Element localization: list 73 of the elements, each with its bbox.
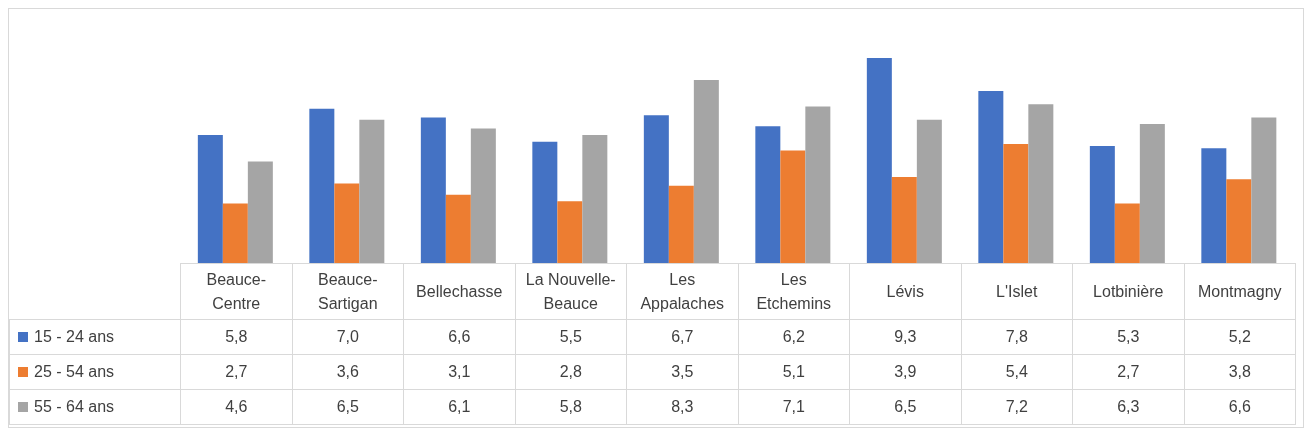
bar — [916, 119, 942, 263]
data-label: 2,7 — [180, 354, 292, 390]
data-label: 6,3 — [1072, 389, 1184, 425]
bar — [582, 135, 608, 263]
data-label: 6,2 — [738, 319, 850, 355]
data-label: 3,5 — [626, 354, 738, 390]
x-tick-label: Lévis — [849, 263, 961, 320]
legend-label: 15 - 24 ans — [34, 328, 115, 345]
bar — [866, 57, 892, 263]
bar — [334, 183, 360, 263]
bar — [643, 115, 669, 263]
bar — [693, 79, 719, 263]
data-label: 6,6 — [403, 319, 515, 355]
data-label: 5,8 — [180, 319, 292, 355]
x-tick-label: Beauce-Centre — [180, 263, 292, 320]
bar — [1251, 117, 1277, 263]
legend-label: 25 - 54 ans — [34, 363, 115, 380]
bar — [420, 117, 446, 263]
bar — [1139, 124, 1165, 263]
data-label: 9,3 — [849, 319, 961, 355]
data-label: 3,9 — [849, 354, 961, 390]
data-label: 6,7 — [626, 319, 738, 355]
bar — [1028, 104, 1054, 263]
data-label: 3,6 — [292, 354, 404, 390]
bar — [668, 185, 694, 263]
legend-label: 55 - 64 ans — [34, 398, 115, 415]
x-tick-label: Les Appalaches — [626, 263, 738, 320]
x-tick-label: Beauce-Sartigan — [292, 263, 404, 320]
data-label: 5,2 — [1184, 319, 1296, 355]
data-label: 5,4 — [961, 354, 1073, 390]
bar — [247, 161, 273, 263]
data-label: 7,0 — [292, 319, 404, 355]
bar — [470, 128, 496, 263]
data-label: 6,5 — [292, 389, 404, 425]
bar — [978, 90, 1004, 263]
x-tick-label: La Nouvelle-Beauce — [515, 263, 627, 320]
bar — [1003, 143, 1029, 263]
bar — [755, 126, 781, 263]
bar — [222, 203, 248, 263]
data-label: 3,1 — [403, 354, 515, 390]
bar — [1226, 179, 1252, 263]
bar — [805, 106, 831, 263]
data-label: 3,8 — [1184, 354, 1296, 390]
data-label: 7,1 — [738, 389, 850, 425]
data-label: 6,6 — [1184, 389, 1296, 425]
bar — [1114, 203, 1140, 263]
bar — [309, 108, 335, 263]
data-label: 2,7 — [1072, 354, 1184, 390]
x-tick-label: Montmagny — [1184, 263, 1296, 320]
x-tick-label: Les Etchemins — [738, 263, 850, 320]
bar — [1201, 148, 1227, 263]
data-label: 7,2 — [961, 389, 1073, 425]
data-label: 7,8 — [961, 319, 1073, 355]
data-label: 5,8 — [515, 389, 627, 425]
x-tick-label: Lotbinière — [1072, 263, 1184, 320]
data-label: 6,5 — [849, 389, 961, 425]
data-label: 4,6 — [180, 389, 292, 425]
bar — [891, 177, 917, 263]
bar — [359, 119, 385, 263]
bar — [780, 150, 806, 263]
x-tick-label: Bellechasse — [403, 263, 515, 320]
data-label: 8,3 — [626, 389, 738, 425]
data-label: 5,5 — [515, 319, 627, 355]
data-label: 2,8 — [515, 354, 627, 390]
bar — [557, 201, 583, 263]
bar — [1089, 146, 1115, 263]
bar — [197, 135, 223, 263]
bar — [532, 141, 558, 263]
data-label: 6,1 — [403, 389, 515, 425]
data-label: 5,1 — [738, 354, 850, 390]
data-label: 5,3 — [1072, 319, 1184, 355]
bar — [445, 194, 471, 263]
x-tick-label: L'Islet — [961, 263, 1073, 320]
